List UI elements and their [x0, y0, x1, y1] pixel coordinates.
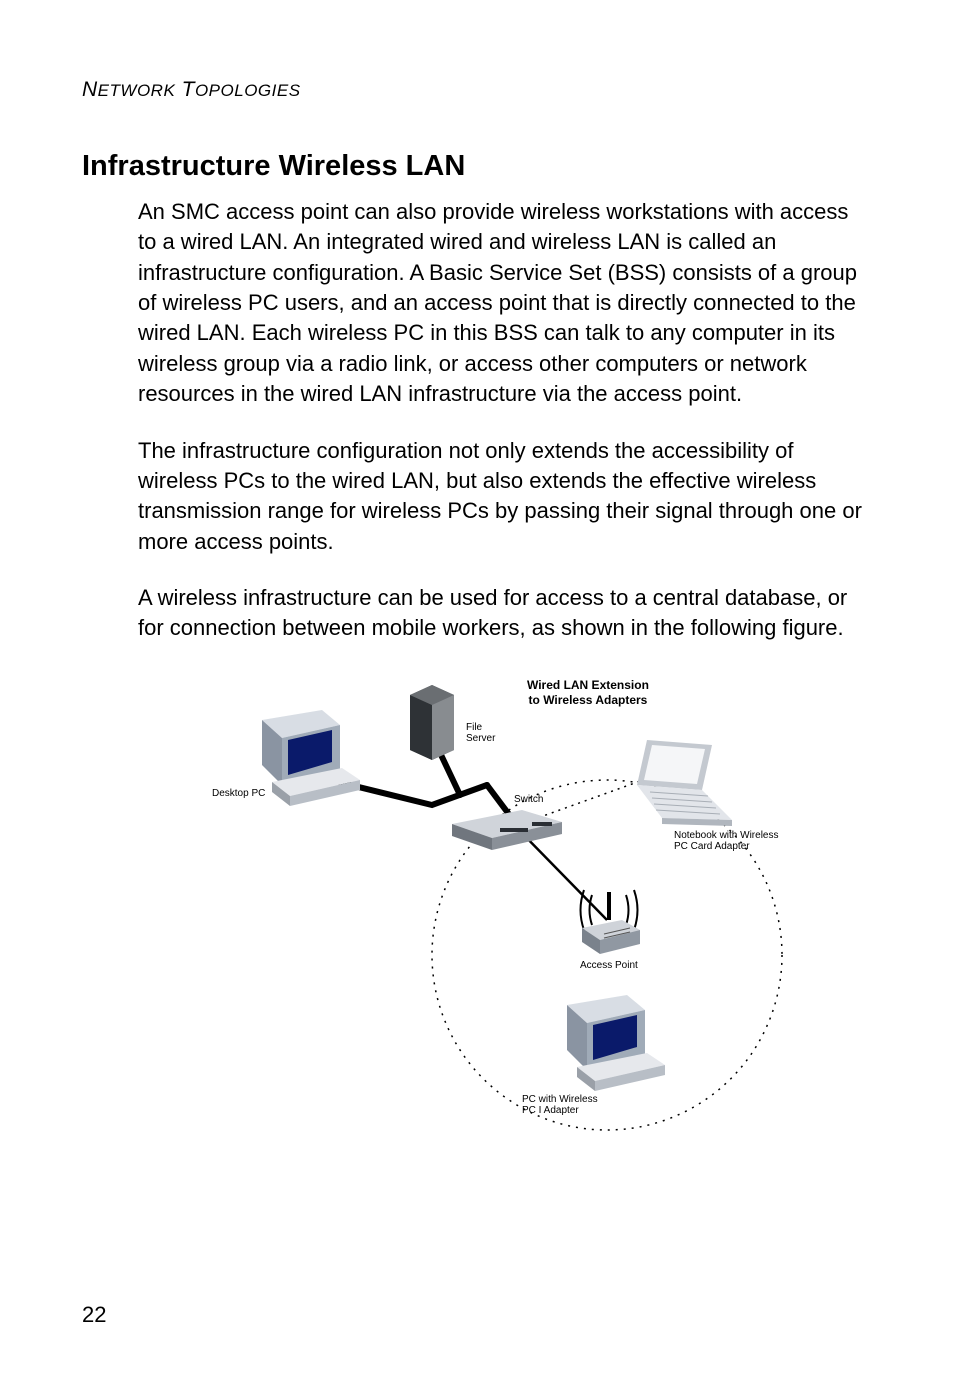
header-sm2: OPOLOGIES	[195, 81, 301, 100]
wireless-pc-icon	[567, 995, 665, 1091]
switch-icon	[452, 810, 562, 850]
access-point-icon	[581, 890, 641, 954]
header-cap1: N	[82, 78, 98, 101]
file-server-icon	[410, 685, 454, 760]
laptop-icon	[637, 740, 732, 826]
section-heading: Infrastructure Wireless LAN	[82, 150, 872, 183]
header-sm1: ETWORK	[98, 81, 176, 100]
pc-wireless-label: PC with Wireless PC I Adapter	[522, 1094, 598, 1117]
desktop-pc-icon	[262, 710, 360, 806]
diagram-title: Wired LAN Extension to Wireless Adapters	[527, 678, 649, 709]
network-diagram: Wired LAN Extension to Wireless Adapters…	[212, 670, 872, 1150]
switch-label: Switch	[514, 794, 543, 806]
paragraph-3: A wireless infrastructure can be used fo…	[138, 583, 872, 644]
paragraph-2: The infrastructure configuration not onl…	[138, 436, 872, 557]
fileserver-label: File Server	[466, 722, 495, 745]
diagram-title-l1: Wired LAN Extension	[527, 678, 649, 692]
page-header: NETWORK TOPOLOGIES	[82, 78, 872, 102]
cable-ap	[517, 828, 607, 920]
diagram-title-l2: to Wireless Adapters	[529, 693, 648, 707]
ap-label: Access Point	[580, 960, 638, 972]
header-cap2: T	[182, 78, 195, 101]
desktop-label: Desktop PC	[212, 788, 265, 800]
paragraph-1: An SMC access point can also provide wir…	[138, 197, 872, 410]
page-number: 22	[82, 1302, 106, 1328]
notebook-label: Notebook with Wireless PC Card Adapter	[674, 830, 778, 853]
